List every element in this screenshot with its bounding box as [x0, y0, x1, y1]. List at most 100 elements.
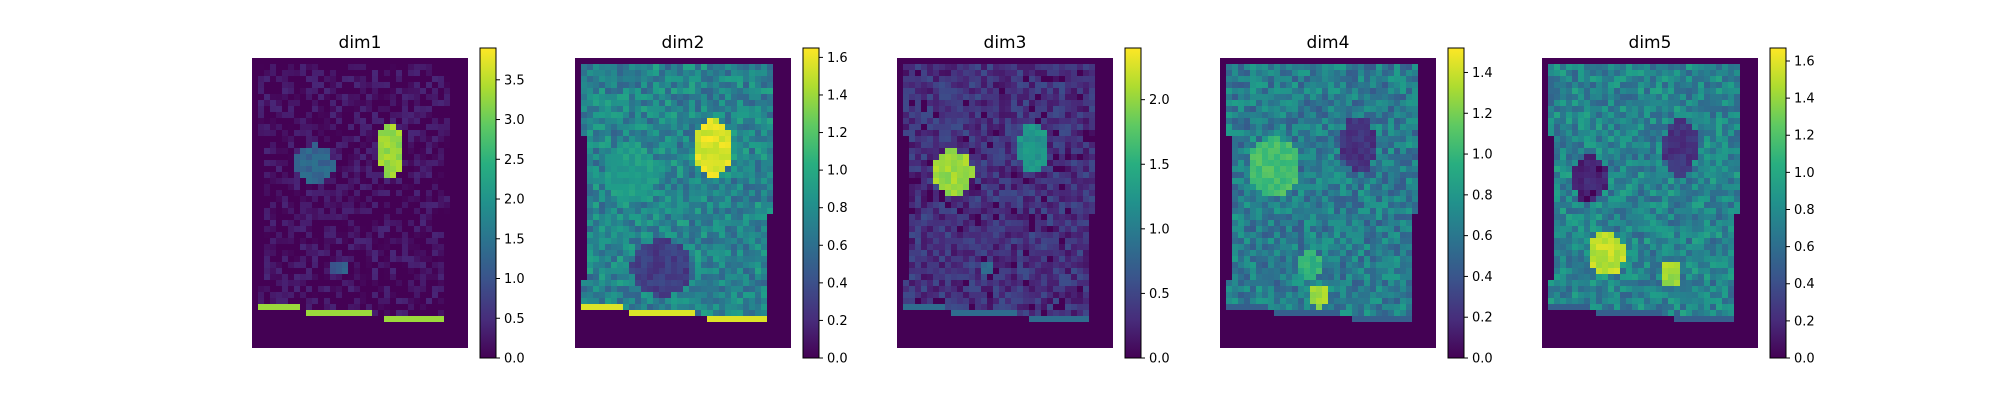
heatmap-cell [695, 220, 701, 226]
heatmap-cell [725, 238, 731, 244]
heatmap-cell [348, 196, 354, 202]
heatmap-cell [1286, 310, 1292, 316]
heatmap-cell [390, 118, 396, 124]
heatmap-cell [695, 124, 701, 130]
heatmap-cell [737, 316, 743, 322]
heatmap-cell [1334, 262, 1340, 268]
heatmap-cell [611, 64, 617, 70]
heatmap-cell [1065, 262, 1071, 268]
heatmap-cell [921, 142, 927, 148]
heatmap-cell [617, 262, 623, 268]
heatmap-cell [1011, 142, 1017, 148]
heatmap-cell [1560, 64, 1566, 70]
heatmap-cell [993, 112, 999, 118]
heatmap-cell [306, 184, 312, 190]
heatmap-cell [623, 292, 629, 298]
heatmap-cell [987, 202, 993, 208]
heatmap-cell [1328, 130, 1334, 136]
heatmap-cell [665, 268, 671, 274]
heatmap-cell [659, 292, 665, 298]
heatmap-cell [1250, 292, 1256, 298]
heatmap-cell [999, 304, 1005, 310]
heatmap-cell [975, 208, 981, 214]
heatmap-cell [408, 214, 414, 220]
heatmap-cell [372, 112, 378, 118]
heatmap-cell [975, 70, 981, 76]
heatmap-cell [993, 238, 999, 244]
heatmap-cell [993, 106, 999, 112]
heatmap-cell [999, 292, 1005, 298]
heatmap-cell [641, 124, 647, 130]
heatmap-cell [1035, 262, 1041, 268]
heatmap-cell [1310, 256, 1316, 262]
heatmap-cell [593, 244, 599, 250]
heatmap-cell [1400, 142, 1406, 148]
heatmap-cell [402, 262, 408, 268]
heatmap-cell [599, 292, 605, 298]
heatmap-cell [1304, 64, 1310, 70]
heatmap-cell [749, 124, 755, 130]
heatmap-cell [1244, 250, 1250, 256]
heatmap-cell [1602, 70, 1608, 76]
heatmap-cell [1388, 148, 1394, 154]
heatmap-cell [318, 160, 324, 166]
heatmap-cell [1722, 64, 1728, 70]
heatmap-cell [294, 196, 300, 202]
heatmap-cell [1029, 70, 1035, 76]
heatmap-cell [647, 136, 653, 142]
heatmap-cell [987, 256, 993, 262]
heatmap-cell [629, 232, 635, 238]
heatmap-cell [1071, 82, 1077, 88]
heatmap-cell [390, 298, 396, 304]
heatmap-cell [737, 142, 743, 148]
heatmap-cell [366, 310, 372, 316]
heatmap-cell [294, 304, 300, 310]
heatmap-cell [671, 268, 677, 274]
heatmap-cell [599, 124, 605, 130]
heatmap-cell [312, 244, 318, 250]
heatmap-cell [306, 304, 312, 310]
heatmap-cell [665, 82, 671, 88]
heatmap-cell [276, 298, 282, 304]
heatmap-cell [1238, 94, 1244, 100]
heatmap-cell [737, 274, 743, 280]
heatmap-cell [1023, 226, 1029, 232]
heatmap-cell [921, 88, 927, 94]
heatmap-cell [1382, 256, 1388, 262]
heatmap-cell [384, 292, 390, 298]
heatmap-cell [647, 280, 653, 286]
heatmap-cell [288, 208, 294, 214]
heatmap-cell [1238, 244, 1244, 250]
heatmap-cell [1238, 100, 1244, 106]
heatmap-cell [288, 160, 294, 166]
heatmap-cell [755, 184, 761, 190]
heatmap-cell [611, 298, 617, 304]
heatmap-cell [915, 94, 921, 100]
heatmap-cell [617, 286, 623, 292]
heatmap-cell [1244, 238, 1250, 244]
heatmap-cell [1280, 118, 1286, 124]
heatmap-cell [372, 118, 378, 124]
heatmap-cell [1017, 136, 1023, 142]
heatmap-cell [665, 196, 671, 202]
heatmap-cell [1262, 256, 1268, 262]
heatmap-cell [312, 310, 318, 316]
heatmap-cell [1310, 274, 1316, 280]
heatmap-cell [1352, 244, 1358, 250]
heatmap-cell [1256, 94, 1262, 100]
heatmap-cell [999, 196, 1005, 202]
heatmap-cell [306, 94, 312, 100]
heatmap-cell [683, 142, 689, 148]
heatmap-cell [1035, 238, 1041, 244]
heatmap-cell [444, 142, 450, 148]
heatmap-cell [312, 106, 318, 112]
heatmap-cell [1047, 64, 1053, 70]
heatmap-cell [336, 76, 342, 82]
heatmap-cell [993, 250, 999, 256]
heatmap-cell [312, 118, 318, 124]
heatmap-cell [330, 238, 336, 244]
heatmap-cell [1412, 94, 1418, 100]
heatmap-cell [707, 94, 713, 100]
heatmap-cell [713, 136, 719, 142]
heatmap-cell [1041, 106, 1047, 112]
